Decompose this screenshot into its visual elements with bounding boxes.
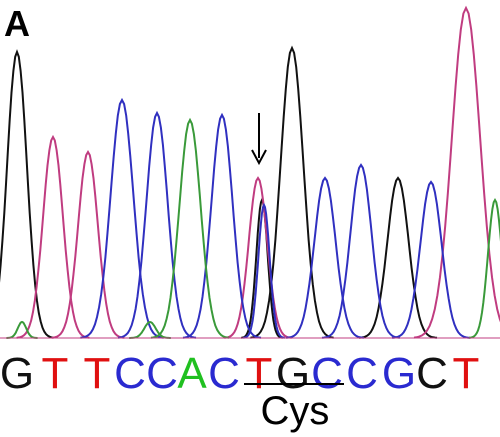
trace-peak [80, 97, 164, 339]
trace-peak [243, 202, 285, 339]
trace-peak [358, 176, 438, 339]
base-letter: C [346, 349, 378, 398]
base-letter: T [42, 349, 69, 398]
trace-peak [182, 112, 262, 339]
traces [0, 5, 500, 339]
trace-peak [250, 45, 334, 339]
trace-peak [224, 176, 292, 339]
trace-peak [241, 197, 283, 339]
trace-peak [51, 150, 125, 339]
trace-peak [285, 176, 365, 339]
trace-peak [129, 320, 171, 339]
base-letter: G [382, 349, 416, 398]
trace-peak [321, 163, 401, 339]
trace-peak [468, 197, 500, 339]
base-letter: C [114, 349, 146, 398]
base-letter: T [453, 349, 480, 398]
panel-label: A [4, 3, 30, 44]
base-letter: G [0, 349, 34, 398]
trace-peak [16, 134, 90, 339]
base-letter: C [208, 349, 240, 398]
trace-peak [0, 49, 54, 339]
trace-peak [150, 117, 230, 339]
base-letter: T [84, 349, 111, 398]
base-letter: G [276, 349, 310, 398]
base-letter: T [246, 349, 273, 398]
trace-peak [391, 180, 471, 339]
base-letter: C [311, 349, 343, 398]
base-letter: C [416, 349, 448, 398]
trace-peak [413, 5, 500, 339]
base-letter: C [146, 349, 178, 398]
trace-peak [117, 110, 197, 339]
base-letter: A [177, 349, 207, 398]
trace-peak [6, 320, 38, 339]
arrow-head [251, 149, 267, 166]
codon-label: Cys [261, 389, 330, 433]
